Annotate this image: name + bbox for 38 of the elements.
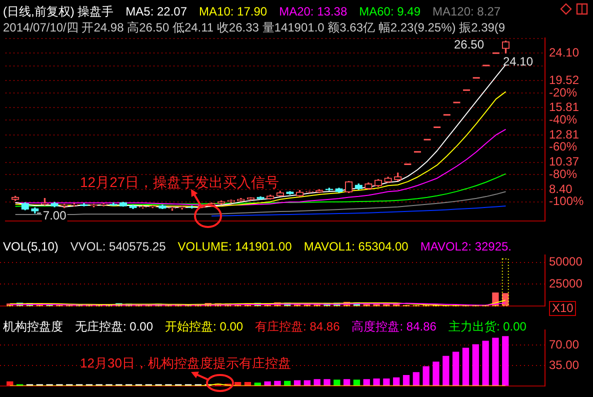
text: 开始控盘: 0.00 <box>165 319 244 334</box>
text: X10 <box>549 301 576 316</box>
y-tick-label: 35.00 <box>549 358 580 372</box>
text: MA20: 13.38 <box>279 4 348 18</box>
y2-tick-label: -20% <box>549 85 578 100</box>
text: 无庄控盘: 0.00 <box>75 319 154 334</box>
annotation: 12月30日，机构控盘度提示有庄控盘 <box>80 356 291 371</box>
y2-tick-label: -80% <box>549 166 578 181</box>
annotation: 26.50 <box>454 37 484 52</box>
chart-title: (日线,前复权) 操盘手 <box>3 4 114 18</box>
chart-title: 机构控盘度 <box>3 319 63 334</box>
series-label: 高度控盘: 84.86 <box>352 319 437 334</box>
y-tick-label: 12.81 <box>549 127 580 142</box>
chart-title: VOL(5,10) <box>3 239 58 254</box>
annotation: 12月27日，操盘手发出买入信号 <box>80 174 280 190</box>
y-tick-label: 50000 <box>549 254 583 269</box>
y-tick-label: 15.81 <box>549 100 580 114</box>
y-tick-label: 24.10 <box>549 45 580 60</box>
text: VOLUME: 141901.00 <box>178 239 292 254</box>
text: MA5: 22.07 <box>126 4 188 18</box>
y-tick-label: 19.52 <box>549 72 580 87</box>
y2-tick-label: -40% <box>549 112 578 127</box>
y-tick-label: 10.37 <box>549 154 580 169</box>
text: MA120: 8.27 <box>432 4 501 18</box>
y-tick-label: 70.00 <box>549 337 580 352</box>
text: MAVOL1: 65304.00 <box>304 239 409 254</box>
text: 主力出货: 0.00 <box>448 319 527 334</box>
y-tick-label: 8.40 <box>549 182 573 196</box>
text: 有庄控盘: 84.86 <box>255 319 340 334</box>
y2-tick-label: -60% <box>549 140 578 154</box>
y-tick-label: 25000 <box>549 276 583 290</box>
annotation: 24.10 <box>503 54 534 68</box>
text: MAVOL2: 32925. <box>420 239 512 254</box>
text: MA10: 17.90 <box>199 4 268 18</box>
chart-subtitle: 2014/07/10/四 开24.98 高26.50 低24.11 收26.33 量141901.0 额3.63亿 幅2.23(9.25%) 振2.39(9 <box>3 20 506 34</box>
y2-tick-label: -100% <box>549 194 584 208</box>
text: VVOL: 540575.25 <box>70 239 166 254</box>
text: MA60: 9.49 <box>359 4 421 18</box>
